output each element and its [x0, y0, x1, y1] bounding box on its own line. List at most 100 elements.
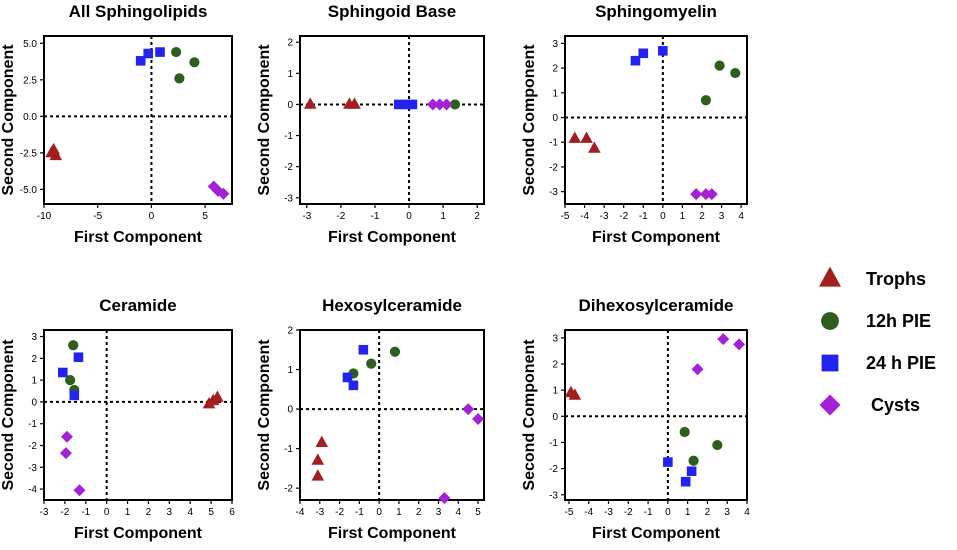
panel-sphingoid-base-point-trophs	[348, 97, 361, 109]
panel-sphingomyelin-x-tick-label: -2	[619, 211, 628, 222]
panel-hexosylceramide-y-tick-label: 0	[287, 405, 293, 416]
panel-dihexosylceramide-x-tick-label: -3	[604, 507, 613, 518]
panel-hexosylceramide-x-tick-label: 3	[436, 507, 442, 518]
panel-dihexosylceramide-point-24-h-pie	[686, 466, 697, 477]
panel-all-sphingolipids-point-trophs	[49, 148, 63, 161]
panel-hexosylceramide-point-cysts	[438, 492, 451, 505]
panel-dihexosylceramide-point-24-h-pie	[663, 457, 673, 467]
panel-dihexosylceramide: -5 -4 -3 -2 -1 0 1 2 3 4 3 2 1 0 -1 -2 -3 Dihexosylcerami…	[521, 296, 750, 542]
panel-dihexosylceramide-y-tick-label: 0	[552, 412, 558, 423]
panel-sphingomyelin-point-12h-pie	[730, 67, 741, 79]
legend-marker-cysts	[819, 394, 841, 416]
panel-all-sphingolipids-y-tick-label: 5.0	[23, 39, 37, 50]
panel-dihexosylceramide-x-tick-label: 1	[685, 507, 691, 518]
panel-hexosylceramide-point-cysts	[462, 403, 475, 416]
panel-dihexosylceramide-title: Dihexosylceramide	[579, 296, 734, 315]
panel-ceramide-x-tick-label: 5	[208, 507, 214, 518]
panel-hexosylceramide-title: Hexosylceramide	[322, 296, 462, 315]
panel-sphingoid-base-point-24-h-pie	[407, 99, 418, 110]
panel-sphingomyelin-x-tick-label: 0	[660, 211, 666, 222]
panel-sphingomyelin-point-24-h-pie	[630, 55, 641, 66]
panel-sphingoid-base-x-tick-label: -1	[371, 211, 380, 222]
panel-sphingomyelin-point-trophs	[568, 131, 582, 143]
panel-sphingomyelin-y-tick-label: 0	[552, 113, 558, 124]
panel-sphingoid-base-x-tick-label: -2	[336, 211, 345, 222]
panel-sphingomyelin-x-tick-label: -1	[639, 211, 648, 222]
panel-hexosylceramide-x-tick-label: -1	[355, 507, 364, 518]
legend-label-trophs: Trophs	[866, 269, 926, 289]
panel-all-sphingolipids-frame	[43, 35, 233, 205]
panel-all-sphingolipids-point-12h-pie	[189, 57, 200, 68]
panel-sphingoid-base-title: Sphingoid Base	[328, 2, 456, 21]
panel-ceramide-x-tick-label: 1	[125, 507, 131, 518]
panel-sphingomyelin-x-tick-label: -3	[600, 211, 609, 222]
panel-sphingoid-base-x-axis-label: First Component	[328, 229, 457, 246]
panel-dihexosylceramide-x-tick-label: 2	[705, 507, 711, 518]
panel-sphingomyelin-point-24-h-pie	[658, 46, 668, 56]
panel-sphingomyelin-point-12h-pie	[700, 95, 712, 106]
panel-hexosylceramide-point-24-h-pie	[342, 372, 353, 383]
panel-sphingomyelin: -5 -4 -3 -2 -1 0 1 2 3 4 3 2 1 0 -1 -2 -3 Sphingomyelin Fi…	[521, 2, 748, 246]
panel-hexosylceramide-x-tick-label: 4	[455, 507, 461, 518]
panel-dihexosylceramide-x-tick-label: 3	[724, 507, 730, 518]
panel-sphingoid-base-y-tick-label: 2	[287, 38, 293, 49]
panel-sphingoid-base-frame	[299, 35, 485, 205]
panel-ceramide-point-12h-pie	[65, 375, 76, 386]
panel-sphingoid-base-y-tick-label: 0	[287, 100, 293, 111]
panel-sphingomyelin-point-trophs	[588, 141, 601, 153]
panel-all-sphingolipids-title: All Sphingolipids	[69, 2, 208, 21]
panel-all-sphingolipids-point-12h-pie	[174, 73, 185, 84]
panel-all-sphingolipids: -10 -5 0 5 5.0 2.5 0.0 -2.5 -5.0 All Sphingolipid…	[0, 2, 233, 246]
panel-ceramide-x-axis-label: First Component	[74, 525, 203, 542]
panel-dihexosylceramide-x-tick-label: -4	[584, 507, 593, 518]
panel-sphingomyelin-y-tick-label: 2	[552, 64, 558, 75]
panel-ceramide-point-trophs	[211, 390, 224, 402]
panel-ceramide-x-tick-label: 0	[104, 507, 110, 518]
panel-sphingomyelin-x-tick-label: 3	[719, 211, 725, 222]
panel-dihexosylceramide-point-cysts	[733, 338, 746, 351]
panel-ceramide-title: Ceramide	[99, 296, 176, 315]
panel-sphingomyelin-y-tick-label: 1	[552, 88, 558, 99]
panel-dihexosylceramide-y-axis-label: Second Component	[521, 339, 538, 491]
panel-all-sphingolipids-y-tick-label: -5.0	[20, 185, 38, 196]
panel-all-sphingolipids-x-axis-label: First Component	[74, 229, 203, 246]
panel-sphingoid-base-point-trophs	[303, 97, 317, 109]
panel-all-sphingolipids-point-cysts	[217, 187, 230, 200]
panel-all-sphingolipids-y-tick-label: 0.0	[23, 112, 37, 123]
panel-sphingomyelin-x-tick-label: 1	[680, 211, 686, 222]
panel-all-sphingolipids-y-tick-label: 2.5	[23, 75, 37, 86]
panel-ceramide-y-tick-label: -2	[28, 441, 37, 452]
panel-dihexosylceramide-y-tick-label: -2	[549, 464, 558, 475]
panel-all-sphingolipids-x-tick-label: 0	[149, 211, 155, 222]
panel-hexosylceramide-point-trophs	[311, 453, 325, 465]
panel-hexosylceramide-x-tick-label: 5	[475, 507, 481, 518]
panel-ceramide-x-tick-label: 4	[187, 507, 193, 518]
panel-all-sphingolipids-y-axis-label: Second Component	[0, 44, 17, 196]
panel-sphingoid-base-y-tick-label: -2	[284, 162, 293, 173]
legend-label-24-h-pie: 24 h PIE	[866, 353, 936, 373]
panel-sphingomyelin-y-axis-label: Second Component	[521, 44, 538, 196]
panel-dihexosylceramide-y-tick-label: 2	[552, 360, 558, 371]
panel-ceramide-x-tick-label: -2	[60, 507, 69, 518]
panel-sphingomyelin-x-tick-label: -5	[561, 211, 570, 222]
panel-sphingoid-base-y-axis-label: Second Component	[256, 44, 273, 196]
panel-all-sphingolipids-point-24-h-pie	[135, 56, 146, 66]
panel-ceramide-point-24-h-pie	[58, 367, 68, 378]
panel-sphingomyelin-x-axis-label: First Component	[592, 229, 721, 246]
panel-sphingomyelin-point-12h-pie	[714, 60, 725, 71]
panel-dihexosylceramide-x-tick-label: 4	[744, 507, 750, 518]
legend-marker-24-h-pie	[821, 354, 839, 372]
panel-ceramide-point-cysts	[59, 447, 72, 460]
legend-label-cysts: Cysts	[871, 395, 920, 415]
panel-sphingoid-base-point-cysts	[440, 98, 453, 111]
panel-hexosylceramide-y-tick-label: -1	[284, 444, 293, 455]
panel-hexosylceramide-x-tick-label: -2	[335, 507, 344, 518]
panel-sphingoid-base-x-tick-label: -3	[302, 211, 311, 222]
panel-all-sphingolipids-point-24-h-pie	[143, 48, 154, 59]
panel-ceramide-point-24-h-pie	[73, 352, 84, 363]
panel-sphingoid-base-point-24-h-pie	[400, 99, 411, 110]
panel-sphingoid-base-point-cysts	[426, 98, 439, 111]
panel-sphingoid-base-point-24-h-pie	[394, 99, 404, 110]
panel-all-sphingolipids-point-24-h-pie	[155, 47, 165, 57]
